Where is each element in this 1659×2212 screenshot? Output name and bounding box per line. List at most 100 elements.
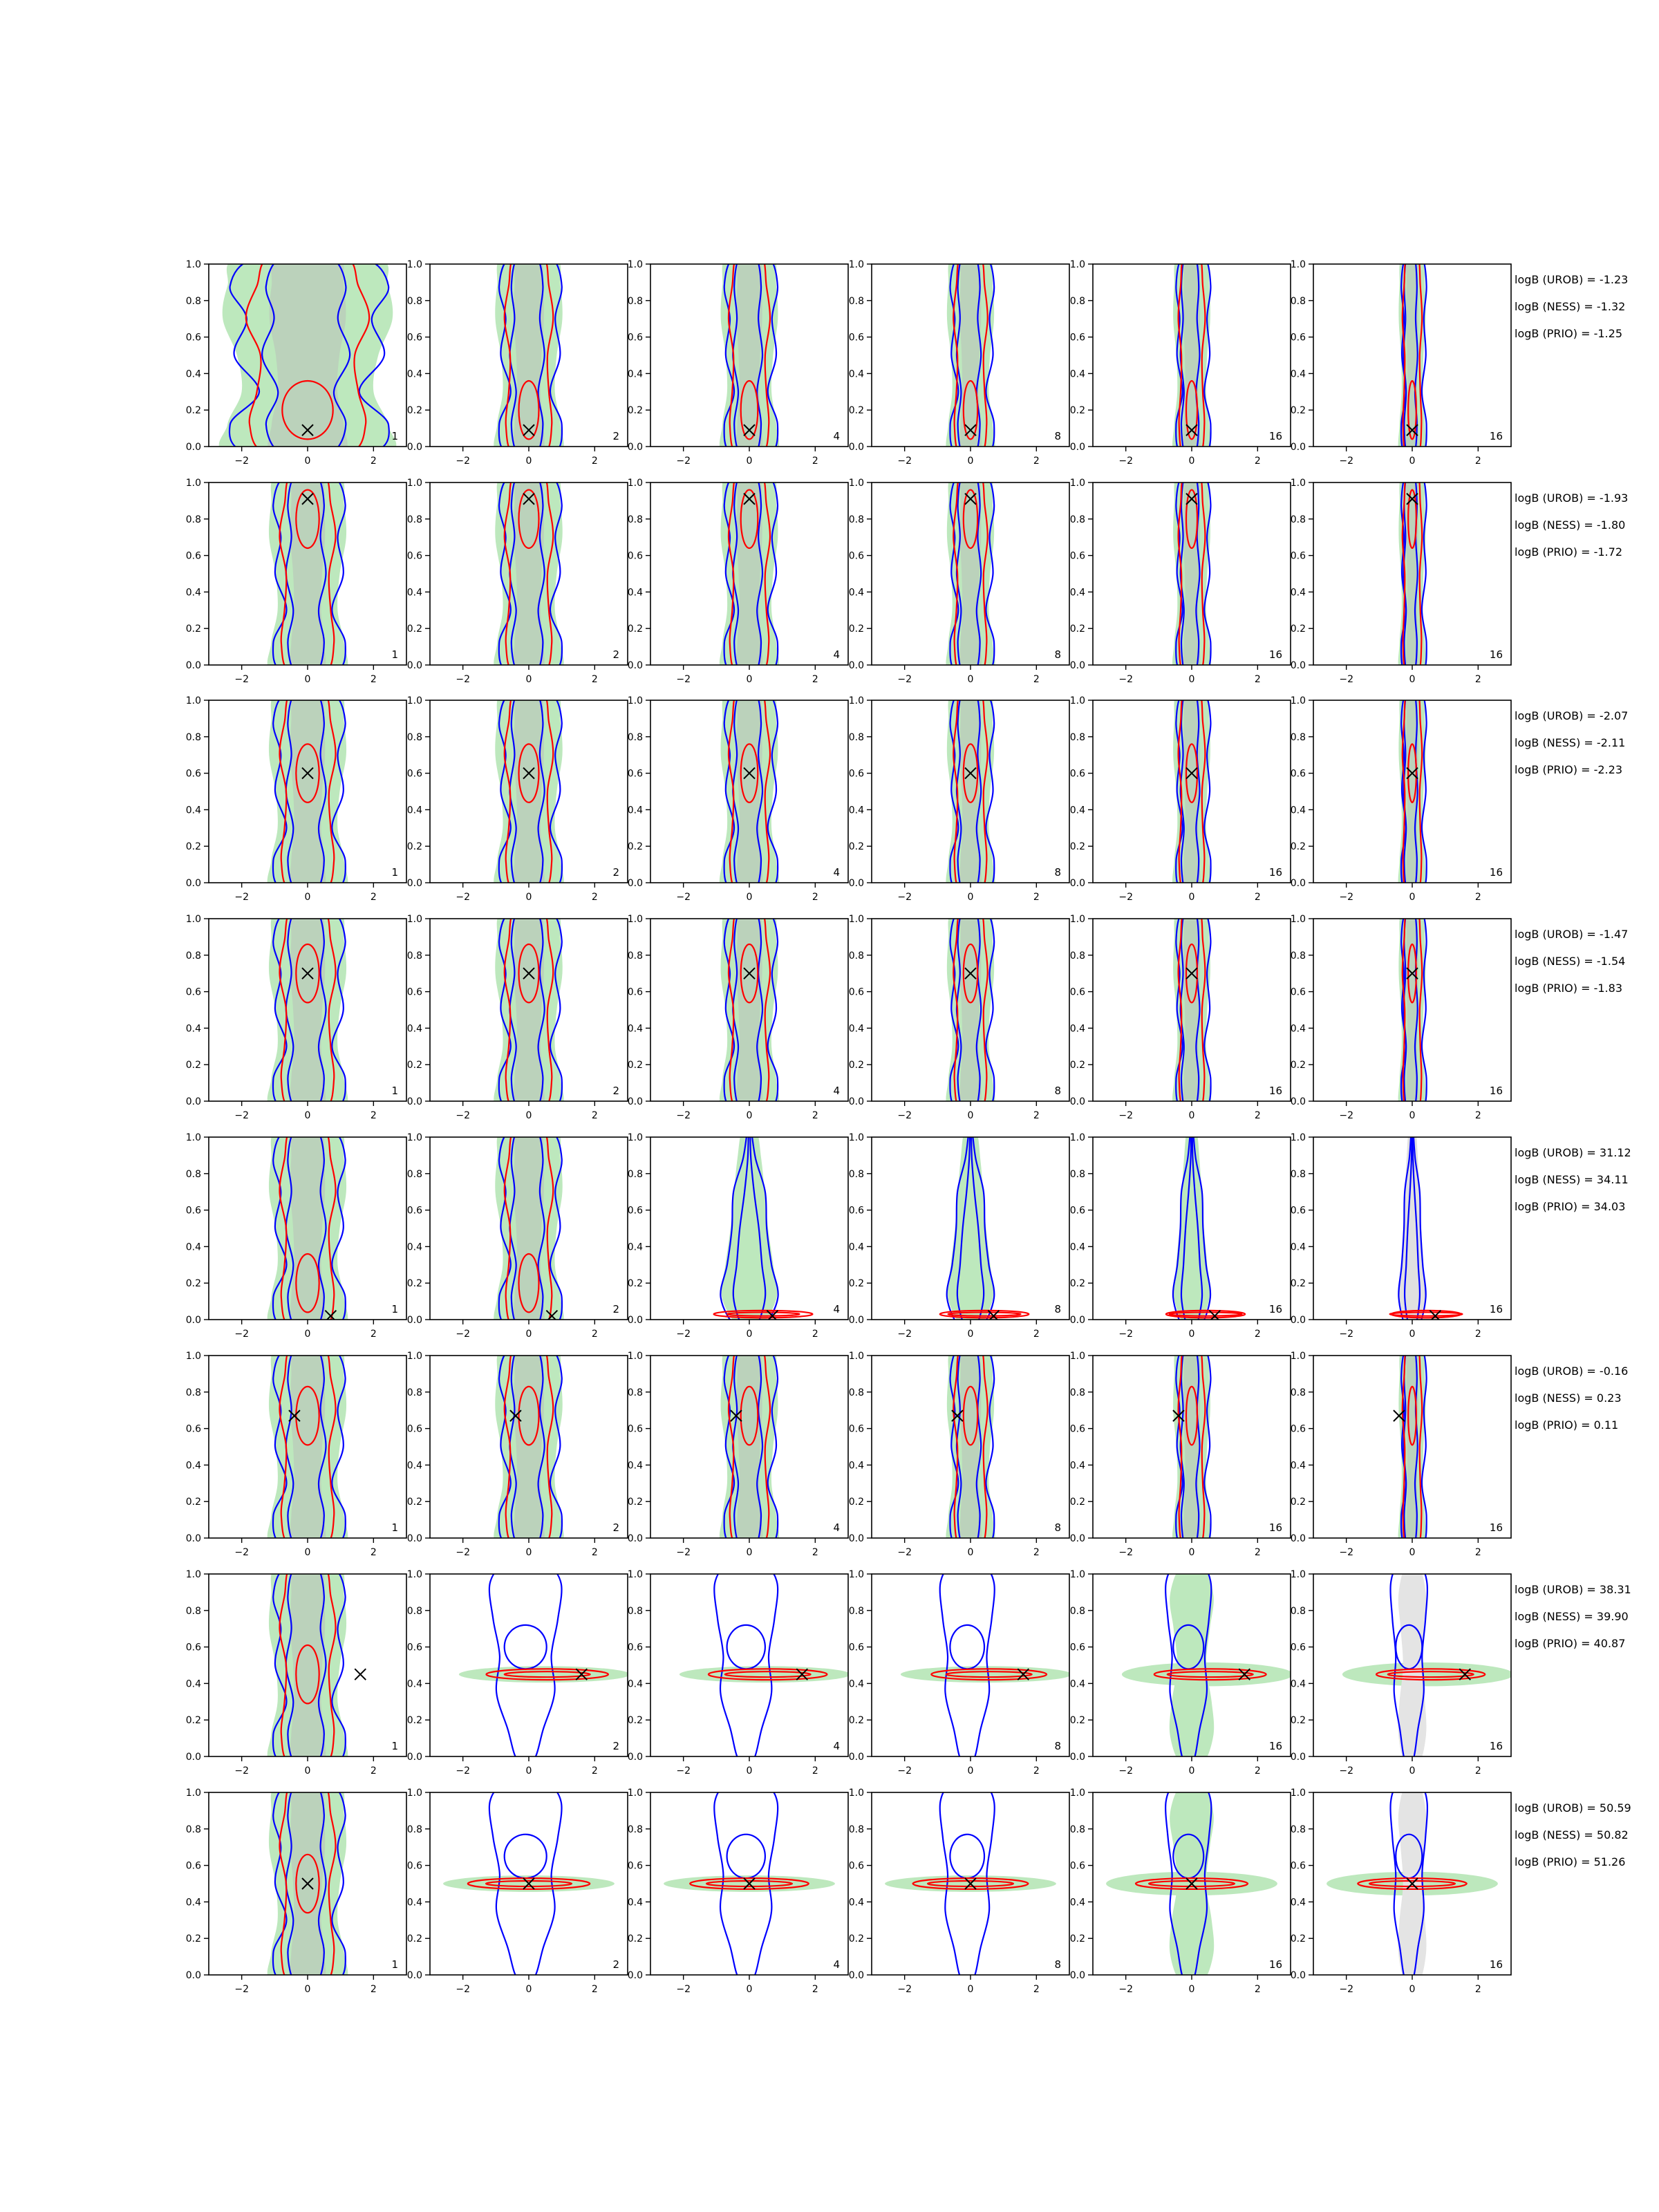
y-tick-label: 1.0 bbox=[1291, 695, 1306, 706]
red-contour-inner bbox=[295, 743, 320, 803]
x-tick-label: 2 bbox=[592, 1984, 598, 1995]
grey-density bbox=[735, 919, 763, 1101]
y-tick-label: 0.2 bbox=[407, 1278, 422, 1289]
blue-contour-inner bbox=[1403, 264, 1418, 447]
blue-contour-outer bbox=[949, 482, 995, 665]
x-tick-label: 0 bbox=[968, 892, 974, 903]
red-contour-outer bbox=[1401, 700, 1423, 883]
true-value-marker bbox=[964, 767, 977, 780]
grey-density bbox=[959, 482, 982, 665]
y-tick-label: 0.8 bbox=[186, 1169, 201, 1180]
x-tick-label: 0 bbox=[747, 1984, 753, 1995]
x-tick-label: 0 bbox=[305, 1329, 311, 1340]
y-tick-label: 1.0 bbox=[407, 1351, 422, 1362]
panel-sample-label: 16 bbox=[1269, 648, 1282, 661]
x-tick-label: −2 bbox=[897, 1110, 912, 1121]
panel-sample-label: 8 bbox=[1054, 1958, 1061, 1971]
panel-r4-c5: 0.0 0.2 0.4 0.6 0.8 1.0 −2 0 2 16 bbox=[1070, 914, 1291, 1121]
x-tick-label: −2 bbox=[234, 456, 249, 467]
red-contour-inner bbox=[962, 743, 979, 803]
x-tick-label: −2 bbox=[1339, 892, 1353, 903]
y-tick-label: 0.2 bbox=[628, 1060, 643, 1071]
red-contour-outer bbox=[279, 1356, 337, 1538]
y-tick-label: 0.4 bbox=[849, 805, 864, 816]
x-tick-label: −2 bbox=[456, 1110, 470, 1121]
red-contour-outer bbox=[912, 1877, 1029, 1891]
red-contour-inner bbox=[1407, 1385, 1417, 1446]
y-tick-label: 0.0 bbox=[1291, 878, 1306, 889]
red-contour-outer bbox=[930, 1668, 1048, 1681]
blue-contour-outer bbox=[488, 1574, 563, 1756]
x-tick-label: −2 bbox=[897, 456, 912, 467]
x-tick-label: −2 bbox=[676, 892, 691, 903]
y-tick-label: 0.0 bbox=[1070, 1533, 1085, 1544]
blue-contour-outer bbox=[949, 700, 995, 883]
blue-contour-inner bbox=[1179, 264, 1201, 447]
y-tick-label: 0.6 bbox=[407, 551, 422, 562]
y-tick-label: 0.8 bbox=[1070, 514, 1085, 525]
x-tick-label: 0 bbox=[1409, 1547, 1416, 1558]
red-contour-outer bbox=[953, 1356, 988, 1538]
x-tick-label: 0 bbox=[968, 1547, 974, 1558]
true-value-marker bbox=[1406, 967, 1418, 980]
red-contour-inner bbox=[705, 1880, 794, 1888]
true-value-marker bbox=[987, 1310, 1000, 1320]
y-tick-label: 1.0 bbox=[1291, 259, 1306, 270]
logb-annotation: logB (PRIO) = -1.83 bbox=[1515, 982, 1622, 995]
y-tick-label: 0.4 bbox=[1070, 1023, 1085, 1034]
panel-r6-c4: 0.0 0.2 0.4 0.6 0.8 1.0 −2 0 2 8 bbox=[849, 1351, 1070, 1558]
panel-plot-area bbox=[1172, 264, 1212, 447]
x-tick-label: 2 bbox=[1475, 456, 1481, 467]
x-tick-label: 0 bbox=[305, 1765, 311, 1777]
panel-sample-label: 4 bbox=[833, 1958, 840, 1971]
blue-contour-inner bbox=[1403, 482, 1418, 665]
green-density bbox=[719, 264, 780, 447]
true-value-marker bbox=[301, 767, 314, 780]
y-tick-label: 0.2 bbox=[1070, 1060, 1085, 1071]
x-tick-label: 2 bbox=[592, 1329, 598, 1340]
x-tick-label: −2 bbox=[234, 674, 249, 685]
blue-contour-inner bbox=[1403, 1356, 1418, 1538]
panel-r5-c1: 0.0 0.2 0.4 0.6 0.8 1.0 −2 0 2 1 bbox=[186, 1132, 407, 1340]
y-tick-label: 0.8 bbox=[186, 296, 201, 307]
y-tick-label: 1.0 bbox=[628, 914, 643, 925]
y-tick-label: 0.4 bbox=[1291, 805, 1306, 816]
panel-r1-c2: 0.0 0.2 0.4 0.6 0.8 1.0 −2 0 2 2 bbox=[407, 259, 628, 467]
y-tick-label: 0.4 bbox=[407, 1678, 422, 1689]
y-tick-label: 0.2 bbox=[628, 1497, 643, 1508]
blue-contour-outer bbox=[939, 1792, 995, 1975]
red-contour-outer bbox=[727, 919, 771, 1101]
y-tick-label: 0.8 bbox=[628, 950, 643, 962]
y-tick-label: 1.0 bbox=[1070, 1788, 1085, 1799]
y-tick-label: 0.8 bbox=[1070, 1387, 1085, 1398]
y-tick-label: 0.0 bbox=[186, 1533, 201, 1544]
y-tick-label: 0.8 bbox=[1070, 950, 1085, 962]
y-tick-label: 0.0 bbox=[849, 878, 864, 889]
red-contour-inner bbox=[295, 943, 320, 1004]
y-tick-label: 0.2 bbox=[849, 624, 864, 635]
red-contour-outer bbox=[503, 1137, 554, 1320]
true-value-marker bbox=[1393, 1409, 1405, 1422]
green-density bbox=[267, 1137, 348, 1320]
y-tick-label: 0.6 bbox=[1291, 1206, 1306, 1217]
panel-r8-c1: 0.0 0.2 0.4 0.6 0.8 1.0 −2 0 2 1 bbox=[186, 1788, 407, 1995]
logb-annotation: logB (NESS) = -1.54 bbox=[1515, 955, 1625, 968]
y-tick-label: 0.8 bbox=[407, 1169, 422, 1180]
y-tick-label: 0.6 bbox=[186, 1861, 201, 1872]
red-contour-outer bbox=[727, 1356, 771, 1538]
grey-density bbox=[513, 919, 545, 1101]
y-tick-label: 1.0 bbox=[1070, 914, 1085, 925]
x-tick-label: −2 bbox=[676, 1547, 691, 1558]
x-tick-label: 0 bbox=[747, 1547, 753, 1558]
y-tick-label: 0.8 bbox=[849, 1387, 864, 1398]
blue-contour-outer bbox=[723, 1356, 779, 1538]
y-tick-label: 0.0 bbox=[407, 1533, 422, 1544]
y-tick-label: 0.6 bbox=[407, 769, 422, 780]
true-value-marker bbox=[730, 1409, 742, 1422]
blue-contour-outer bbox=[723, 919, 779, 1101]
y-tick-label: 0.0 bbox=[849, 442, 864, 453]
y-tick-label: 0.6 bbox=[849, 551, 864, 562]
panel-r5-c5: 0.0 0.2 0.4 0.6 0.8 1.0 −2 0 2 16 bbox=[1070, 1132, 1291, 1340]
y-tick-label: 0.2 bbox=[628, 1715, 643, 1726]
logb-annotation: logB (NESS) = 39.90 bbox=[1515, 1610, 1629, 1623]
